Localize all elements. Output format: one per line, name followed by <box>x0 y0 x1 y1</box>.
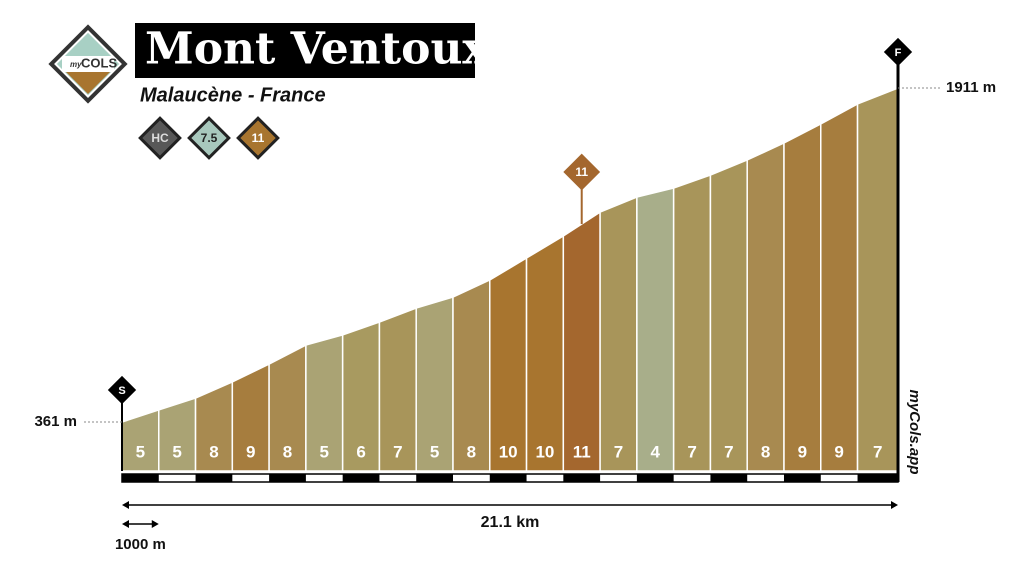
start-elevation: 361 m <box>34 413 77 430</box>
badges: HC 7.5 11 <box>138 116 280 160</box>
distance-label: 21.1 km <box>481 514 540 531</box>
scale-block <box>195 474 233 482</box>
profile-segment <box>636 187 675 472</box>
logo-big: COLS <box>81 55 117 70</box>
subtitle: Malaucène - France <box>140 84 326 106</box>
scale-block <box>416 474 453 482</box>
finish-diamond <box>883 37 913 67</box>
scale-arrow-head <box>151 520 159 528</box>
logo-small: my <box>70 60 82 69</box>
scale-block <box>342 474 380 482</box>
badge-average <box>187 116 231 160</box>
logo-band <box>62 56 114 72</box>
gradient-label: 7 <box>687 442 696 461</box>
scale-label: 1000 m <box>115 536 166 553</box>
gradient-label: 10 <box>535 442 554 461</box>
gradient-label: 9 <box>834 442 843 461</box>
scale-block <box>269 474 306 482</box>
finish-elevation: 1911 m <box>946 79 996 96</box>
scale-block <box>636 474 674 482</box>
distance-arrow-head <box>891 501 898 509</box>
gradient-label: 9 <box>246 442 255 461</box>
gradient-label: 6 <box>356 442 365 461</box>
finish-label: F <box>895 47 902 59</box>
max-label: 11 <box>575 165 588 179</box>
badge-max-label: 11 <box>252 131 265 145</box>
scale-arrow-head <box>122 520 129 528</box>
badge-max <box>236 116 280 160</box>
scale-block <box>122 474 159 482</box>
gradient-label: 7 <box>614 442 623 461</box>
gradient-label: 5 <box>320 442 329 461</box>
scale-block <box>857 474 898 482</box>
gradient-label: 5 <box>172 442 181 461</box>
badge-average-label: 7.5 <box>201 131 218 145</box>
distance-arrow-head <box>122 501 129 509</box>
profile-segment <box>672 173 712 472</box>
gradient-label: 7 <box>724 442 733 461</box>
gradient-label: 7 <box>393 442 402 461</box>
max-diamond <box>563 153 601 191</box>
start-label: S <box>118 385 125 397</box>
profile-segment <box>820 102 859 472</box>
scale-block <box>489 474 527 482</box>
chart-title: Mont Ventoux <box>145 24 489 75</box>
profile-segment <box>121 408 160 472</box>
profile-segment <box>489 256 528 472</box>
title-box <box>135 23 475 78</box>
badge-category <box>138 116 182 160</box>
gradient-label: 8 <box>209 442 218 461</box>
gradient-label: 4 <box>651 442 661 461</box>
scale-block <box>783 474 821 482</box>
gradient-label: 8 <box>283 442 292 461</box>
badge-category-label: HC <box>151 131 169 145</box>
logo: my COLS <box>48 24 128 104</box>
gradient-label: 5 <box>136 442 145 461</box>
profile-segment <box>599 195 638 472</box>
profile-segment <box>709 158 748 472</box>
gradient-label: 7 <box>873 442 882 461</box>
profile-segment <box>525 234 565 472</box>
scale-block <box>563 474 601 482</box>
profile-segment <box>562 210 601 472</box>
gradient-label: 9 <box>798 442 807 461</box>
gradient-label: 8 <box>467 442 476 461</box>
gradient-label: 11 <box>573 442 591 461</box>
scale-block <box>710 474 748 482</box>
gradient-label: 5 <box>430 442 439 461</box>
gradient-label: 8 <box>761 442 770 461</box>
profile-segment <box>746 141 785 472</box>
profile-segment <box>856 86 899 472</box>
profile-segment <box>783 122 822 472</box>
watermark: myCols.app <box>906 389 923 474</box>
gradient-label: 10 <box>499 442 518 461</box>
